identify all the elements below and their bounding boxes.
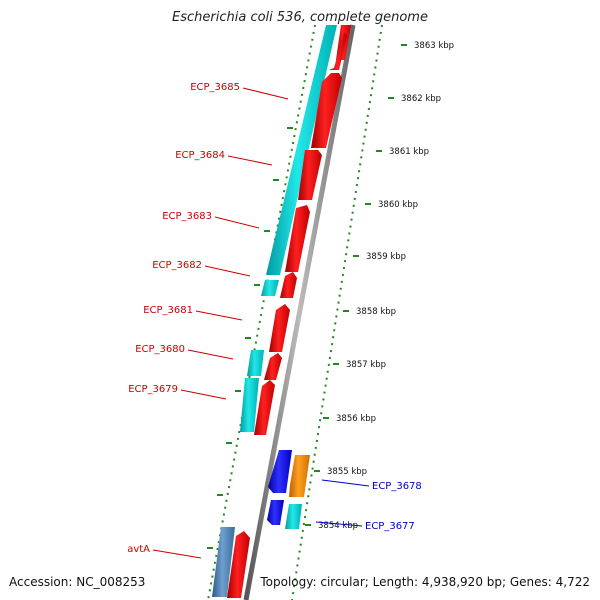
gene-label-leader xyxy=(152,549,202,559)
map-title: Escherichia coli 536, complete genome xyxy=(172,10,428,25)
cds-red-arrow xyxy=(285,205,310,272)
cds-red-arrow xyxy=(329,32,347,70)
gene-label[interactable]: ECP_3680 xyxy=(135,344,185,355)
kbp-label: 3861 kbp xyxy=(389,147,429,157)
accession-text: Accession: NC_008253 xyxy=(9,575,146,589)
gene-labels: ECP_3685 ECP_3684 ECP_3683 ECP_3682 ECP_3681… xyxy=(127,82,422,559)
cds-cyan-feature xyxy=(247,350,264,376)
gene-label[interactable]: ECP_3682 xyxy=(152,260,202,271)
kbp-label: 3859 kbp xyxy=(366,252,406,262)
forward-strand-features xyxy=(227,25,351,598)
outer-strand-features xyxy=(267,450,310,529)
cds-cyan-feature xyxy=(240,378,259,432)
gene-label[interactable]: ECP_3677 xyxy=(365,521,415,532)
cds-orange-feature xyxy=(289,455,310,497)
gene-label-leader xyxy=(204,265,251,277)
kbp-label: 3862 kbp xyxy=(401,94,441,104)
gene-label-leader xyxy=(227,155,273,166)
cds-cyan-feature xyxy=(266,25,337,275)
gene-label[interactable]: ECP_3684 xyxy=(175,150,225,161)
cds-steelblue-feature xyxy=(212,527,235,597)
genome-summary-text: Topology: circular; Length: 4,938,920 bp… xyxy=(260,575,590,589)
cds-red-arrow xyxy=(254,380,275,435)
kbp-label: 3854 kbp xyxy=(318,521,358,531)
cds-red-arrow xyxy=(298,150,322,200)
kbp-label: 3860 kbp xyxy=(378,200,418,210)
reverse-strand-features xyxy=(212,25,337,597)
kbp-label: 3857 kbp xyxy=(346,360,386,370)
gene-label[interactable]: ECP_3681 xyxy=(143,305,193,316)
kbp-label: 3858 kbp xyxy=(356,307,396,317)
gene-label-leader xyxy=(315,521,363,527)
gene-label-leader xyxy=(214,216,260,229)
kbp-label: 3856 kbp xyxy=(336,414,376,424)
gene-label-leader xyxy=(242,87,289,100)
gene-label-leader xyxy=(180,389,227,400)
cds-cyan-feature xyxy=(261,280,279,296)
cds-red-arrow xyxy=(227,531,250,598)
gene-label-leader xyxy=(195,310,243,321)
gene-label[interactable]: avtA xyxy=(127,544,150,555)
inner-ring-major-ticks xyxy=(207,127,293,549)
gene-label[interactable]: ECP_3679 xyxy=(128,384,178,395)
genome-backbone xyxy=(243,24,356,600)
cds-cyan-feature xyxy=(285,504,302,529)
gene-label-leader xyxy=(321,479,370,487)
cds-blue-arrow xyxy=(268,450,292,493)
kbp-label: 3863 kbp xyxy=(414,41,454,51)
kbp-scale: 3863 kbp 3862 kbp 3861 kbp 3860 kbp 3859 kbp… xyxy=(305,41,454,531)
gene-label[interactable]: ECP_3683 xyxy=(162,211,212,222)
cds-red-arrow xyxy=(311,73,342,148)
cds-blue-arrow xyxy=(267,500,284,525)
cds-red-arrow xyxy=(269,304,290,352)
cds-red-arrow xyxy=(264,353,282,380)
gene-label-leader xyxy=(187,349,234,360)
cds-red-arrow xyxy=(280,272,297,298)
kbp-label: 3855 kbp xyxy=(327,467,367,477)
gene-label[interactable]: ECP_3678 xyxy=(372,481,422,492)
gene-label[interactable]: ECP_3685 xyxy=(190,82,240,93)
